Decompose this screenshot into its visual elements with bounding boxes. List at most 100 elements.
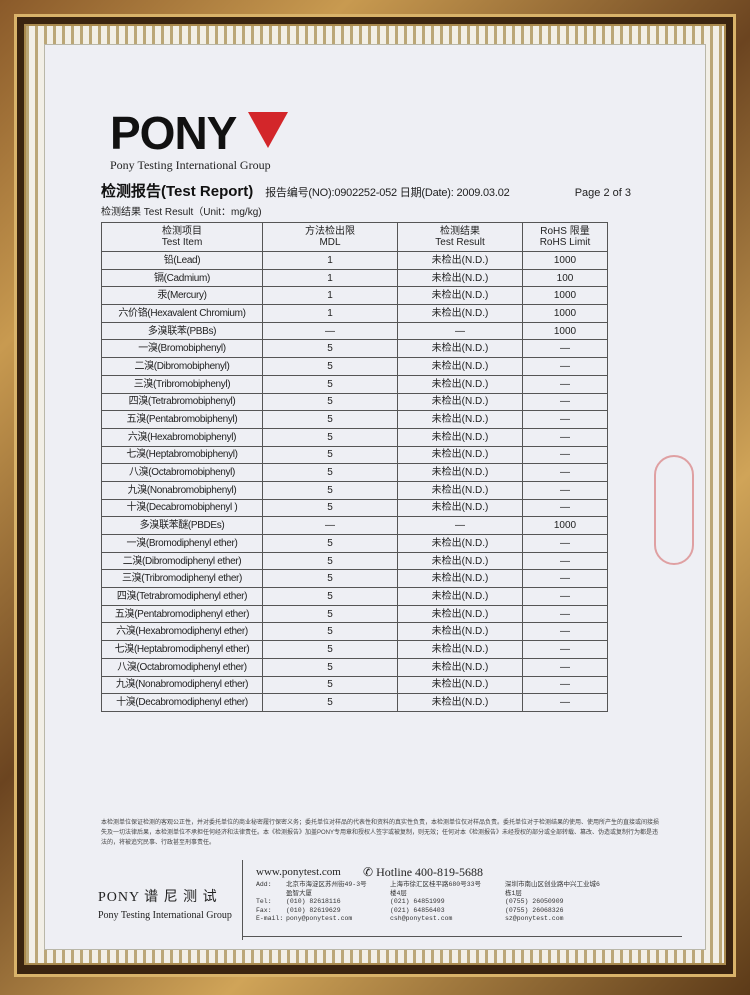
rohs-limit: 1000 — [522, 286, 608, 306]
rohs-limit: 1000 — [522, 304, 608, 323]
mdl: 1 — [262, 268, 398, 288]
mdl: 5 — [262, 427, 398, 447]
test-result: 未检出(N.D.) — [397, 427, 523, 447]
test-item: 镉(Cadmium) — [101, 268, 263, 288]
table-row: 十溴(Decabromobiphenyl ) 5 未检出(N.D.) — — [101, 498, 608, 518]
test-result: 未检出(N.D.) — [397, 693, 523, 712]
test-item: 九溴(Nonabromodiphenyl ether) — [101, 675, 263, 695]
mdl: 5 — [262, 463, 398, 482]
footer-divider — [242, 860, 243, 940]
mdl: 1 — [262, 251, 398, 270]
test-item: 三溴(Tribromodiphenyl ether) — [101, 569, 263, 589]
rohs-limit: — — [522, 569, 608, 589]
results-table: 检测项目 Test Item 方法检出限 MDL 检测结果 Test Result RoHS… — [101, 222, 608, 712]
seal-stamp — [654, 455, 694, 565]
rohs-limit: — — [522, 498, 608, 518]
contact-labels: Add: Tel: Fax: E-mail: — [256, 881, 284, 922]
mdl: 5 — [262, 374, 398, 394]
rohs-limit: — — [522, 640, 608, 659]
test-result: 未检出(N.D.) — [397, 304, 523, 323]
test-result: 未检出(N.D.) — [397, 604, 523, 624]
table-row: 八溴(Octabromobiphenyl) 5 未检出(N.D.) — — [101, 463, 608, 482]
mdl: 5 — [262, 339, 398, 359]
test-result: — — [397, 321, 523, 341]
table-row: 一溴(Bromodiphenyl ether) 5 未检出(N.D.) — — [101, 534, 608, 553]
test-result: 未检出(N.D.) — [397, 410, 523, 429]
table-row: 二溴(Dibromodiphenyl ether) 5 未检出(N.D.) — — [101, 551, 608, 571]
header-cn: 检测项目 — [162, 226, 202, 237]
table-row: 铅(Lead) 1 未检出(N.D.) 1000 — [101, 251, 608, 270]
table-row: 多溴联苯醚(PBDEs) — —1000 — [101, 516, 608, 535]
test-result: 未检出(N.D.) — [397, 480, 523, 500]
test-result: 未检出(N.D.) — [397, 675, 523, 695]
rohs-limit: — — [522, 675, 608, 695]
footer-group: Pony Testing International Group — [98, 910, 232, 921]
table-row: 五溴(Pentabromodiphenyl ether) 5 未检出(N.D.) — — [101, 604, 608, 624]
test-item: 十溴(Decabromodiphenyl ether) — [101, 693, 263, 712]
test-item: 汞(Mercury) — [101, 286, 263, 306]
rohs-limit: — — [522, 427, 608, 447]
mdl: 5 — [262, 604, 398, 624]
test-item: 四溴(Tetrabromodiphenyl ether) — [101, 587, 263, 606]
mdl: 5 — [262, 551, 398, 571]
column-header: 检测结果 Test Result — [397, 222, 523, 252]
test-item: 八溴(Octabromodiphenyl ether) — [101, 657, 263, 677]
rohs-limit: — — [522, 622, 608, 642]
mdl: 5 — [262, 675, 398, 695]
test-result: 未检出(N.D.) — [397, 498, 523, 518]
table-row: 镉(Cadmium) 1 未检出(N.D.) 100 — [101, 268, 608, 288]
test-item: 七溴(Heptabromodiphenyl ether) — [101, 640, 263, 659]
table-row: 九溴(Nonabromodiphenyl ether) 5 未检出(N.D.) — — [101, 675, 608, 695]
test-item: 五溴(Pentabromobiphenyl) — [101, 410, 263, 429]
test-item: 四溴(Tetrabromobiphenyl) — [101, 392, 263, 412]
column-header: 方法检出限 MDL — [262, 222, 398, 252]
column-header: RoHS 限量 RoHS Limit — [522, 222, 608, 252]
mdl: 5 — [262, 410, 398, 429]
test-item: 六价铬(Hexavalent Chromium) — [101, 304, 263, 323]
rohs-limit: — — [522, 463, 608, 482]
mdl: 5 — [262, 445, 398, 465]
mdl: 5 — [262, 480, 398, 500]
test-result: 未检出(N.D.) — [397, 445, 523, 465]
header-cn: 方法检出限 — [305, 226, 355, 237]
mdl: 5 — [262, 534, 398, 553]
mdl: 5 — [262, 357, 398, 376]
test-result: 未检出(N.D.) — [397, 374, 523, 394]
header-en: Test Item — [161, 237, 203, 248]
table-row: 六价铬(Hexavalent Chromium) 1 未检出(N.D.) 1000 — [101, 304, 608, 323]
test-item: 十溴(Decabromobiphenyl ) — [101, 498, 263, 518]
test-result: 未检出(N.D.) — [397, 534, 523, 553]
rohs-limit: — — [522, 339, 608, 359]
hotline: ✆ Hotline 400-819-5688 — [363, 865, 483, 879]
rohs-limit: — — [522, 392, 608, 412]
office-shanghai: 上海市徐汇区桂平路680号33号 楼4层 (021) 64851999 (021… — [390, 881, 482, 922]
test-result: 未检出(N.D.) — [397, 268, 523, 288]
table-row: 九溴(Nonabromobiphenyl) 5 未检出(N.D.) — — [101, 480, 608, 500]
report-number-date: 报告编号(NO):0902252-052 日期(Date): 2009.03.0… — [265, 187, 510, 199]
header-cn: RoHS 限量 — [540, 226, 590, 237]
rohs-limit: — — [522, 551, 608, 571]
mdl: 5 — [262, 657, 398, 677]
footer-rule — [242, 936, 682, 937]
report-title: 检测报告(Test Report) — [101, 183, 254, 200]
website-link[interactable]: www.ponytest.com — [256, 866, 341, 878]
test-result: 未检出(N.D.) — [397, 569, 523, 589]
mdl: 1 — [262, 286, 398, 306]
rohs-limit: — — [522, 604, 608, 624]
test-result: 未检出(N.D.) — [397, 357, 523, 376]
test-item: 九溴(Nonabromobiphenyl) — [101, 480, 263, 500]
table-row: 汞(Mercury) 1 未检出(N.D.) 1000 — [101, 286, 608, 306]
table-row: 六溴(Hexabromodiphenyl ether) 5 未检出(N.D.) — — [101, 622, 608, 642]
mdl: — — [262, 321, 398, 341]
office-shenzhen: 深圳市南山区创业路中兴工业城6 栋1层 (0755) 26050909 (075… — [505, 881, 600, 922]
table-row: 四溴(Tetrabromobiphenyl) 5 未检出(N.D.) — — [101, 392, 608, 412]
table-row: 三溴(Tribromobiphenyl) 5 未检出(N.D.) — — [101, 374, 608, 394]
table-row: 七溴(Heptabromodiphenyl ether) 5 未检出(N.D.) — — [101, 640, 608, 659]
mdl: 5 — [262, 640, 398, 659]
rohs-limit: 100 — [522, 268, 608, 288]
table-row: 五溴(Pentabromobiphenyl) 5 未检出(N.D.) — — [101, 410, 608, 429]
disclaimer: 本检测单位保证检测的客观公正性，并对委托单位的商业秘密履行保密义务；委托单位对样… — [101, 820, 660, 846]
phone-icon: ✆ — [363, 865, 374, 879]
footer-brand: PONY 谱 尼 测 试 — [98, 890, 218, 905]
test-result: 未检出(N.D.) — [397, 286, 523, 306]
